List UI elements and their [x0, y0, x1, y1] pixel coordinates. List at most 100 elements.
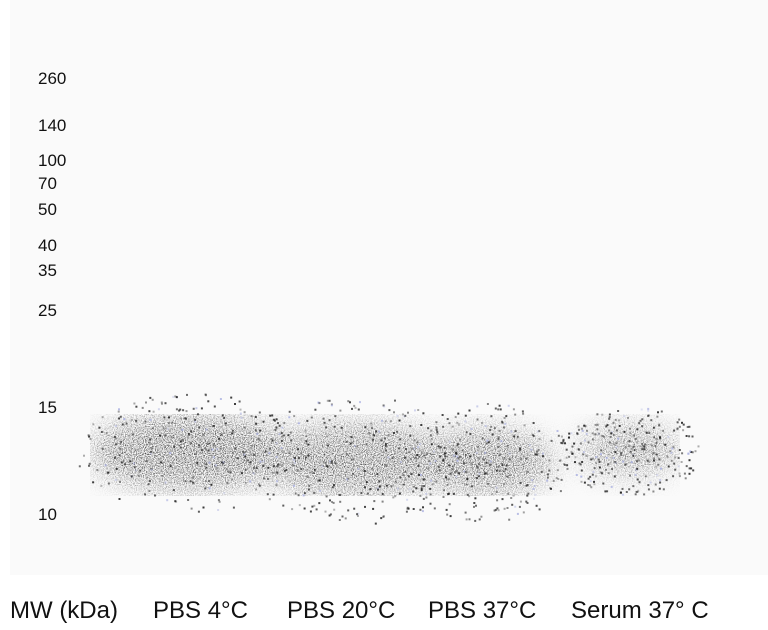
speckle: [523, 511, 525, 513]
speckle: [244, 411, 246, 413]
speckle: [307, 476, 309, 478]
speckle: [499, 470, 501, 472]
speckle: [532, 434, 534, 436]
page: 260 140 100 70 50 40 35 25 15 10 MW (kDa…: [0, 0, 768, 630]
speckle: [118, 408, 120, 410]
speckle: [470, 463, 472, 465]
speckle: [339, 494, 341, 496]
speckle: [529, 444, 531, 446]
speckle: [629, 475, 631, 477]
speckle: [647, 408, 649, 410]
speckle: [244, 427, 246, 429]
speckle: [182, 409, 184, 411]
speckle: [501, 421, 503, 423]
speckle: [255, 430, 257, 432]
speckle: [568, 433, 570, 435]
speckle: [308, 489, 310, 491]
speckle: [269, 448, 271, 450]
speckle: [353, 508, 355, 510]
speckle: [159, 435, 161, 437]
speckle: [508, 519, 510, 521]
speckle: [633, 446, 635, 448]
speckle: [653, 452, 655, 454]
speckle: [449, 422, 451, 424]
speckle: [331, 403, 333, 405]
speckle: [144, 493, 146, 495]
speckle: [165, 402, 167, 404]
speckle: [410, 458, 412, 460]
speckle: [187, 499, 189, 501]
speckle: [632, 485, 634, 487]
speckle: [476, 477, 478, 479]
speckle: [622, 461, 624, 463]
speckle: [587, 484, 589, 486]
speckle: [410, 473, 412, 475]
speckle: [353, 405, 355, 407]
speckle: [490, 426, 492, 428]
speckle: [281, 447, 283, 449]
mw-label: 35: [38, 261, 57, 280]
mw-label: 70: [38, 174, 57, 193]
speckle: [542, 455, 544, 457]
speckle: [394, 495, 396, 497]
speckle: [170, 465, 172, 467]
speckle: [636, 468, 638, 470]
speckle: [326, 495, 328, 497]
speckle: [592, 438, 594, 440]
speckle: [463, 470, 465, 472]
speckle: [411, 448, 413, 450]
speckle: [435, 421, 437, 423]
speckle: [288, 452, 290, 454]
speckle: [305, 440, 307, 442]
speckle: [536, 451, 538, 453]
speckle: [615, 419, 617, 421]
speckle: [259, 439, 261, 441]
speckle: [210, 484, 212, 486]
speckle: [135, 420, 137, 422]
speckle: [647, 410, 649, 412]
speckle: [375, 431, 377, 433]
speckle: [149, 480, 151, 482]
speckle: [100, 485, 102, 487]
speckle: [613, 434, 615, 436]
speckle: [190, 431, 192, 433]
speckle: [415, 457, 417, 459]
speckle: [520, 458, 522, 460]
speckle: [205, 394, 207, 396]
speckle: [593, 471, 595, 473]
speckle: [239, 401, 241, 403]
speckle: [405, 448, 407, 450]
speckle: [434, 507, 436, 509]
speckle: [381, 420, 383, 422]
speckle: [197, 413, 199, 415]
speckle: [421, 451, 423, 453]
speckle: [671, 448, 673, 450]
speckle: [276, 456, 278, 458]
speckle: [371, 468, 373, 470]
speckle: [145, 402, 147, 404]
speckle: [283, 422, 285, 424]
speckle: [419, 509, 421, 511]
speckle: [598, 459, 600, 461]
speckle: [304, 492, 306, 494]
speckle: [608, 418, 610, 420]
speckle: [442, 426, 444, 428]
speckle: [502, 498, 504, 500]
speckle: [314, 469, 316, 471]
speckle: [666, 479, 668, 481]
speckle: [466, 484, 468, 486]
speckle: [392, 496, 394, 498]
speckle: [551, 440, 553, 442]
speckle: [644, 443, 646, 445]
speckle: [453, 493, 455, 495]
speckle: [494, 427, 496, 429]
speckle: [650, 419, 652, 421]
speckle: [333, 502, 335, 504]
speckle: [142, 407, 144, 409]
speckle: [234, 403, 236, 405]
speckle: [636, 491, 638, 493]
speckle: [637, 479, 639, 481]
speckle: [273, 465, 275, 467]
speckle: [671, 460, 673, 462]
speckle: [678, 457, 680, 459]
